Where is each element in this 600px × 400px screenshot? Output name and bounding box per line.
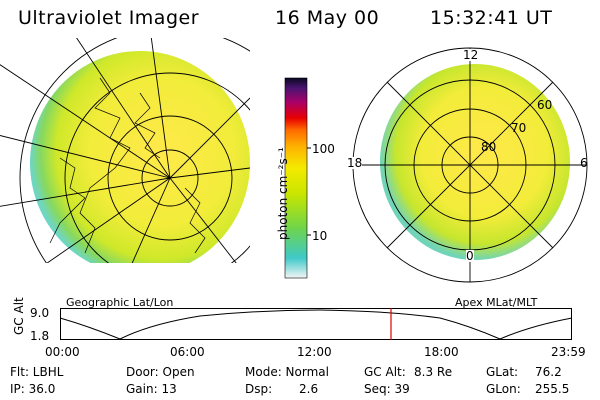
gc-alt-ymax: 9.0 (30, 306, 50, 320)
intensity-colorbar (284, 77, 311, 279)
mlt-label-6: 6 (580, 156, 588, 170)
time-tick-0600: 06:00 (170, 345, 205, 359)
mlt-label-18: 18 (347, 156, 363, 170)
glat-value: 76.2 (535, 365, 562, 379)
instrument-title: Ultraviolet Imager (18, 7, 200, 29)
seq-info: Seq: 39 (364, 382, 410, 396)
mlat-label-60: 60 (537, 98, 553, 112)
door-info: Door: Open (126, 365, 195, 379)
mode-info: Mode: Normal (245, 365, 329, 379)
mlat-label-70: 70 (511, 121, 527, 135)
mlt-label-0: 0 (466, 249, 474, 263)
mlat-label-80: 80 (481, 140, 497, 154)
gc-alt-plot (59, 308, 573, 340)
observation-date: 16 May 00 (275, 7, 380, 29)
time-tick-2359: 23:59 (551, 345, 586, 359)
observation-time: 15:32:41 UT (430, 7, 553, 29)
colorbar-tick-10: 10 (312, 229, 328, 243)
time-tick-0000: 00:00 (45, 345, 80, 359)
gc-alt-curve (59, 309, 573, 340)
apex-map-label: Apex MLat/MLT (455, 296, 538, 309)
mlt-label-12: 12 (463, 48, 479, 62)
colorbar-tick-100: 100 (312, 142, 335, 156)
geographic-auroral-image (0, 38, 250, 263)
glon-label: GLon: (486, 382, 521, 396)
gc-alt-ymin: 1.8 (30, 329, 50, 343)
gc-alt-info-label: GC Alt: (364, 365, 406, 379)
gc-alt-info-value: 8.3 Re (414, 365, 453, 379)
dsp-value: 2.6 (299, 382, 319, 396)
time-tick-1200: 12:00 (297, 345, 332, 359)
gc-alt-axis-label: GC Alt (12, 297, 26, 335)
dsp-label: Dsp: (245, 382, 273, 396)
geographic-map-label: Geographic Lat/Lon (66, 296, 174, 309)
gain-info: Gain: 13 (126, 382, 177, 396)
glon-value: 255.5 (535, 382, 570, 396)
filter-info: Flt: LBHL (10, 365, 64, 379)
glat-label: GLat: (486, 365, 519, 379)
ip-info: IP: 36.0 (10, 382, 56, 396)
colorbar-unit-label: photon cm⁻²s⁻¹ (276, 147, 290, 240)
time-tick-1800: 18:00 (424, 345, 459, 359)
